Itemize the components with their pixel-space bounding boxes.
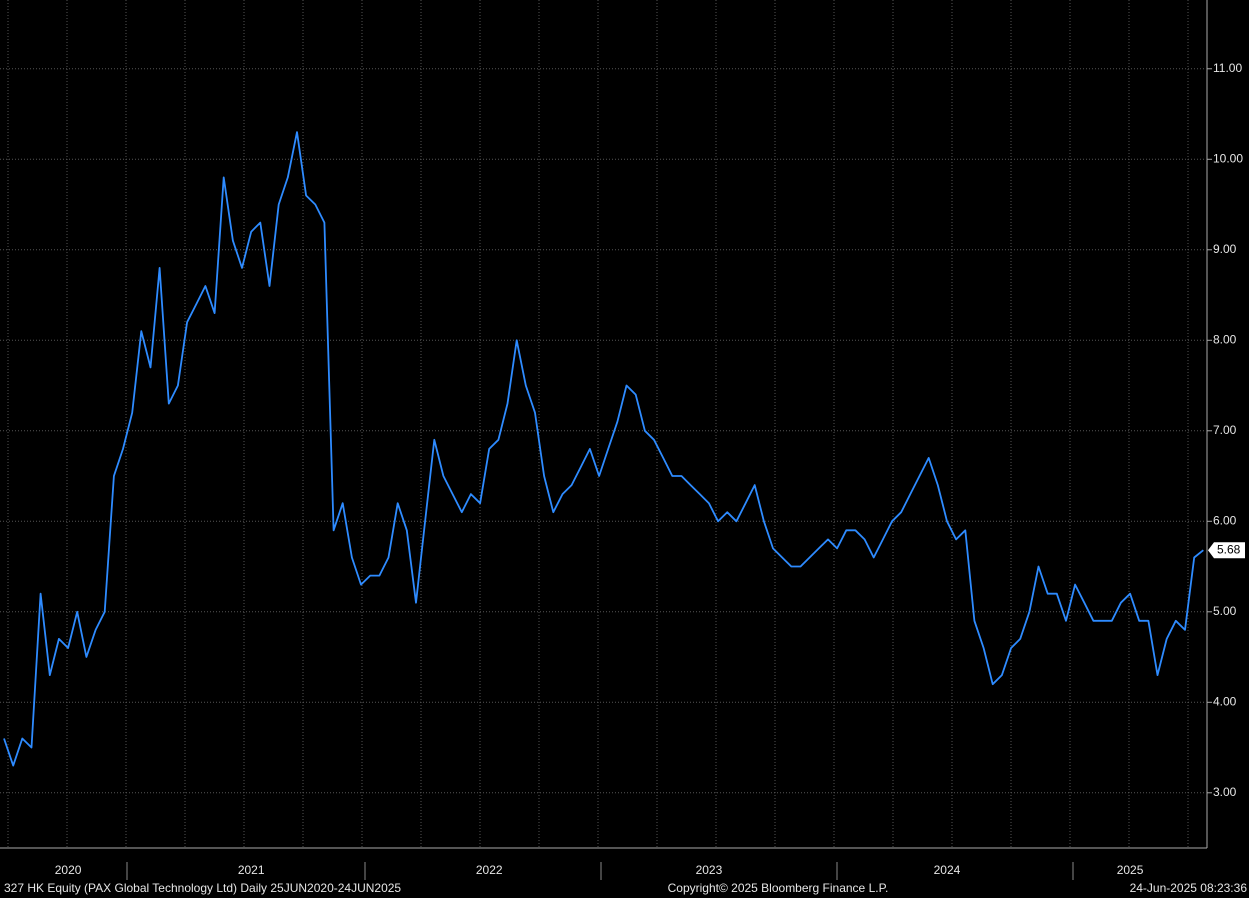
footer-left: 327 HK Equity (PAX Global Technology Ltd… (4, 881, 401, 895)
y-tick-label: 11.00 (1213, 61, 1242, 75)
price-line (3, 131, 1204, 767)
x-tick-label: 2025 (1117, 863, 1144, 877)
footer-right: 24-Jun-2025 08:23:36 (1130, 881, 1248, 895)
y-tick-label: 3.00 (1213, 785, 1237, 799)
x-tick-label: 2022 (476, 863, 503, 877)
last-price-tag (1208, 542, 1245, 559)
x-tick-label: 2021 (238, 863, 265, 877)
y-tick-label: 8.00 (1213, 332, 1237, 346)
x-tick-label: 2024 (934, 863, 961, 877)
y-tick-label: 7.00 (1213, 423, 1237, 437)
footer-center: Copyright© 2025 Bloomberg Finance L.P. (668, 881, 889, 895)
year-separators (126, 862, 1074, 880)
last-price-label: 5.68 (1217, 542, 1241, 556)
y-tick-label: 9.00 (1213, 242, 1237, 256)
y-tick-label: 10.00 (1213, 151, 1243, 165)
y-tick-label: 6.00 (1213, 513, 1237, 527)
x-tick-label: 2020 (55, 863, 82, 877)
y-tick-label: 4.00 (1213, 694, 1237, 708)
x-tick-label: 2023 (696, 863, 723, 877)
y-tick-label: 5.00 (1213, 604, 1237, 618)
